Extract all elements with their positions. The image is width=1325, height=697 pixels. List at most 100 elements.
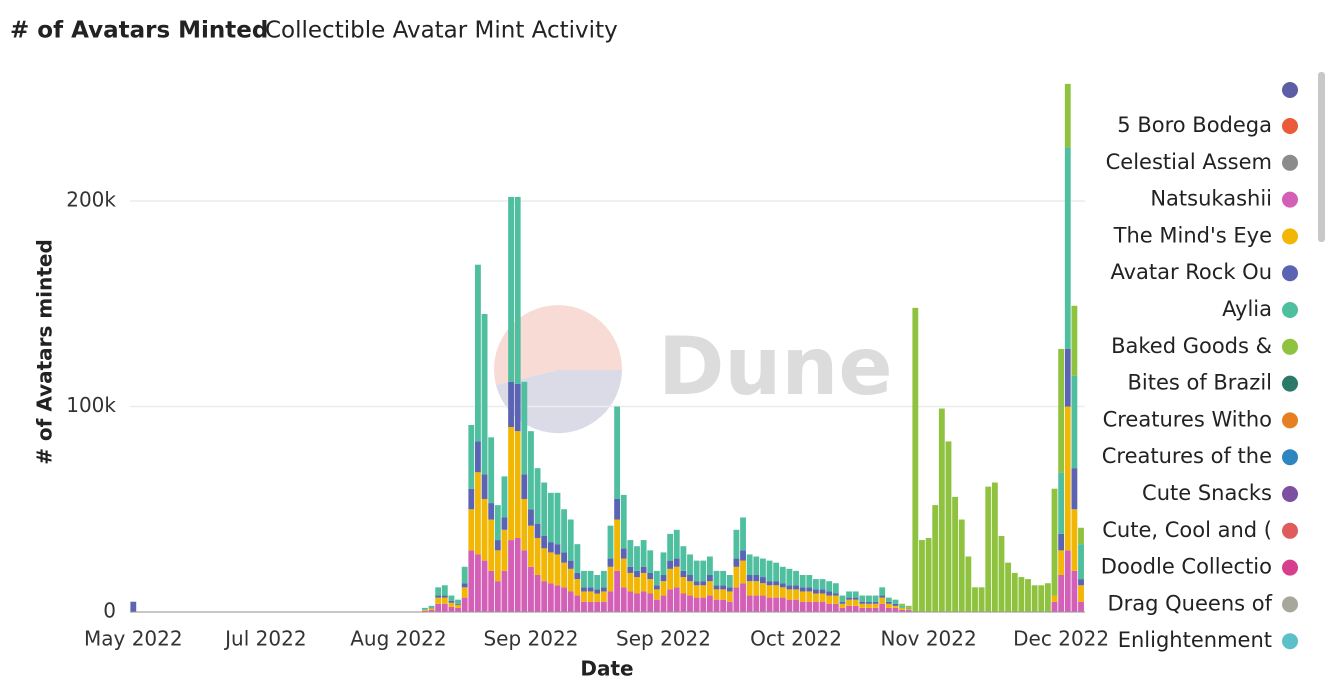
bar-segment: [627, 572, 634, 592]
bar-segment: [634, 570, 640, 578]
bar-segment: [879, 597, 886, 604]
legend-marker: [1282, 118, 1298, 134]
bar-segment: [1058, 550, 1065, 576]
bar-segment: [547, 583, 554, 612]
bar-segment: [594, 589, 601, 594]
bar-segment: [501, 476, 508, 518]
bar-segment: [673, 558, 680, 567]
bar-segment: [687, 581, 693, 596]
bar-segment: [892, 607, 899, 612]
bar-segment: [813, 589, 819, 594]
bar-segment: [461, 587, 468, 598]
bar-segment: [581, 601, 587, 612]
bar-segment: [839, 603, 846, 608]
bar-segment: [1005, 562, 1012, 612]
legend-marker: [1282, 154, 1298, 171]
bar-segment: [779, 587, 786, 598]
bar-segment: [541, 535, 548, 549]
bar-segment: [640, 591, 647, 612]
bar-segment: [428, 607, 435, 609]
bar-segment: [879, 603, 886, 612]
bar-segment: [905, 609, 912, 612]
bar-segment: [667, 589, 674, 612]
bar-segment: [508, 540, 514, 612]
bar-segment: [461, 566, 468, 584]
bar-segment: [720, 570, 727, 586]
bar-segment: [1058, 575, 1065, 612]
bar-segment: [759, 595, 766, 612]
bar-segment: [600, 570, 607, 588]
bar-segment: [932, 505, 939, 612]
legend-marker: [1282, 265, 1298, 282]
bar-segment: [508, 427, 514, 541]
bar-segment: [700, 585, 707, 598]
bar-segment: [706, 575, 713, 582]
bar-segment: [428, 605, 435, 608]
bar-segment: [872, 603, 879, 608]
bar-segment: [819, 601, 826, 612]
bar-segment: [766, 597, 773, 612]
bar-segment: [726, 587, 733, 592]
bar-segment: [501, 517, 508, 530]
bar-segment: [885, 601, 892, 604]
bar-segment: [872, 607, 879, 612]
bar-segment: [786, 585, 793, 590]
bar-segment: [866, 601, 872, 604]
watermark: Dune: [494, 305, 893, 434]
bar-segment: [746, 595, 753, 612]
bar-segment: [852, 591, 859, 598]
bar-segment: [706, 556, 713, 576]
bar-segment: [1071, 468, 1078, 510]
bar-segment: [501, 570, 508, 612]
bar-segment: [773, 562, 780, 582]
bar-segment: [793, 589, 799, 600]
bar-segment: [534, 523, 541, 539]
bar-segment: [620, 494, 627, 549]
bar-segment: [667, 560, 674, 569]
bar-segment: [541, 548, 548, 582]
bar-segment: [713, 589, 720, 600]
bar-segment: [885, 603, 892, 608]
bar-segment: [759, 558, 766, 578]
bar-segment: [793, 599, 799, 612]
bar-segment: [435, 587, 442, 596]
bar-segment: [766, 581, 773, 586]
bar-segment: [680, 593, 687, 612]
bar-segment: [475, 264, 481, 442]
bar-segment: [567, 591, 574, 612]
bar-segment: [521, 498, 528, 551]
bar-segment: [706, 581, 713, 596]
bar-segment: [680, 570, 687, 578]
bar-segment: [528, 509, 534, 526]
bar-segment: [1078, 585, 1084, 602]
bar-segment: [700, 581, 707, 586]
bar-segment: [653, 570, 660, 586]
x-tick-label: May 2022: [84, 627, 183, 651]
bar-segment: [1051, 601, 1058, 612]
bar-segment: [428, 609, 435, 612]
x-tick-label: Sep 2022: [616, 627, 711, 651]
bar-segment: [561, 509, 568, 553]
bar-segment: [839, 601, 846, 604]
bar-segment: [547, 492, 554, 543]
bar-segment: [806, 601, 813, 612]
bar-segment: [468, 424, 475, 489]
bar-segment: [773, 597, 780, 612]
bar-segment: [1078, 544, 1084, 580]
bar-segment: [885, 597, 892, 602]
bar-segment: [1071, 570, 1078, 612]
bar-segment: [733, 558, 740, 567]
bar-segment: [720, 599, 727, 612]
bar-segment: [468, 550, 475, 612]
bar-segment: [958, 519, 965, 612]
bar-segment: [846, 591, 852, 598]
bar-segment: [514, 538, 521, 612]
bar-segment: [422, 607, 428, 610]
bar-segment: [627, 540, 634, 567]
bar-segment: [554, 554, 561, 586]
bar-segment: [547, 542, 554, 553]
legend-marker: [1282, 486, 1298, 502]
bar-segment: [1064, 348, 1071, 407]
bar-segment: [528, 431, 534, 510]
bar-segment: [667, 533, 674, 561]
